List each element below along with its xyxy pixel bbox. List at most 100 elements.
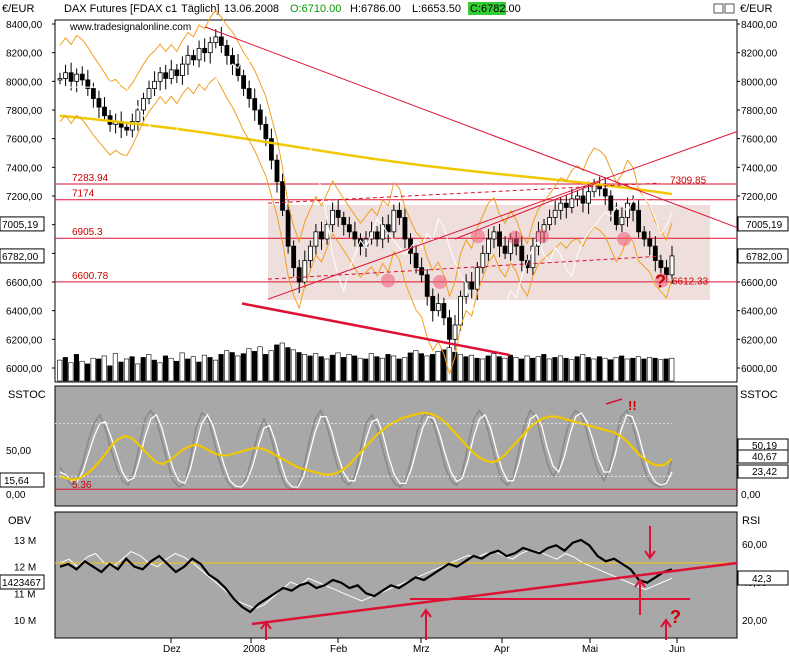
obv-line xyxy=(59,538,673,614)
horizontal-levels: 7283.94 7174 6905.3 6600.78 xyxy=(55,173,737,283)
candle-body xyxy=(641,231,647,240)
obv-left-value: 1423467 xyxy=(2,578,41,589)
volume-bar xyxy=(146,354,152,382)
stoch-right-box xyxy=(737,449,789,464)
volume-bar xyxy=(535,356,541,382)
candle-body xyxy=(291,245,297,269)
y-tick-left: 6200,00 xyxy=(6,335,43,346)
stoch-annotation: !! xyxy=(628,398,637,413)
x-tick-label: 2008 xyxy=(243,644,266,655)
volume-bar xyxy=(391,355,397,382)
candle-body xyxy=(280,181,285,211)
volume-bar xyxy=(301,354,308,382)
volume-bar xyxy=(379,357,385,382)
y-tick-right: 8200,00 xyxy=(741,49,778,60)
candle-body xyxy=(547,217,552,226)
candle-body xyxy=(658,260,664,269)
date-label: 13.06.2008 xyxy=(224,3,279,15)
y-tick-left: 6000,00 xyxy=(6,364,43,375)
candle-body xyxy=(68,72,74,82)
y-unit-left: €/EUR xyxy=(2,3,34,15)
stoch-left-value: 15,64 xyxy=(4,476,29,487)
candle-body xyxy=(586,191,591,204)
stoch-series xyxy=(59,408,673,491)
maximize-icon[interactable] xyxy=(713,3,724,14)
volume-bar xyxy=(407,352,413,382)
x-tick-label: Mrz xyxy=(413,644,430,655)
candle-body xyxy=(196,47,202,61)
price-box-right-text: 6782,00 xyxy=(746,252,783,263)
volume-bar xyxy=(530,357,536,382)
stoch-series xyxy=(59,411,673,482)
level-label: 7174 xyxy=(72,189,95,200)
candle-body xyxy=(218,36,224,46)
volume-bar xyxy=(324,358,330,382)
close-icon[interactable] xyxy=(724,3,735,14)
volume-bar xyxy=(107,365,113,382)
volume-bar xyxy=(168,357,174,382)
candle-body xyxy=(558,202,564,211)
candle-body xyxy=(85,79,91,89)
level-label: 6600.78 xyxy=(72,271,109,282)
volume-bar xyxy=(274,344,280,382)
volume-bar xyxy=(474,357,480,382)
candle-body xyxy=(57,78,63,81)
volume-bar xyxy=(318,356,324,382)
candle-body xyxy=(575,195,580,200)
volume-bar xyxy=(402,357,408,382)
candle-body xyxy=(497,231,502,247)
candle-body xyxy=(408,238,413,254)
candle-body xyxy=(168,69,174,79)
y-tick-right: 7400,00 xyxy=(741,163,778,174)
volume-bar xyxy=(646,357,653,382)
candle-body xyxy=(613,209,619,226)
trend-line xyxy=(204,26,738,229)
price-box-right xyxy=(737,248,789,264)
y-tick-left: 7800,00 xyxy=(6,106,43,117)
volume-bar xyxy=(569,359,575,382)
candle-body xyxy=(458,295,463,326)
trend-line xyxy=(267,131,738,300)
candle-body xyxy=(335,209,341,218)
candle-body xyxy=(346,224,352,233)
stoch-right-box xyxy=(737,464,789,479)
volume-bar xyxy=(151,359,157,382)
y-tick-left: 6600,00 xyxy=(6,278,43,289)
volume-bar xyxy=(285,347,291,382)
obv-label-left: OBV xyxy=(8,515,32,527)
volume-bar xyxy=(652,357,658,382)
price-box-left xyxy=(0,248,45,264)
candle-body xyxy=(313,231,319,247)
pivot-marker xyxy=(617,232,631,246)
volume-bar xyxy=(619,355,625,382)
candle-body xyxy=(447,317,452,340)
volume-bar xyxy=(246,348,252,382)
obv-arrow-head xyxy=(260,620,272,630)
volume-bar xyxy=(424,355,430,382)
moving-average xyxy=(59,114,673,196)
period-label: Täglich] xyxy=(181,3,220,15)
candle-body xyxy=(241,75,247,89)
close-label-bg xyxy=(468,2,506,15)
candle-body xyxy=(452,324,458,340)
y-tick-left: 8400,00 xyxy=(6,20,43,31)
obv-tick-left: 12 M xyxy=(14,563,36,574)
candle-body xyxy=(552,209,558,218)
annotation-question: ? xyxy=(655,272,666,292)
x-tick-label: Apr xyxy=(494,644,510,655)
obv-label-right: RSI xyxy=(742,515,760,527)
candle-body xyxy=(608,195,614,211)
volume-bar xyxy=(630,357,636,382)
candle-body xyxy=(274,159,280,183)
stoch-lines xyxy=(55,398,737,491)
volume-bar xyxy=(435,351,441,382)
obv-tick-left: 13 M xyxy=(14,536,36,547)
candle-body xyxy=(652,245,658,261)
candle-body xyxy=(619,217,625,226)
volume-bar xyxy=(307,355,313,382)
price-panel xyxy=(54,19,738,383)
candle-body xyxy=(213,36,219,44)
volume-bar xyxy=(279,342,285,382)
volume-bar xyxy=(335,352,341,382)
volume-bar xyxy=(251,351,258,382)
